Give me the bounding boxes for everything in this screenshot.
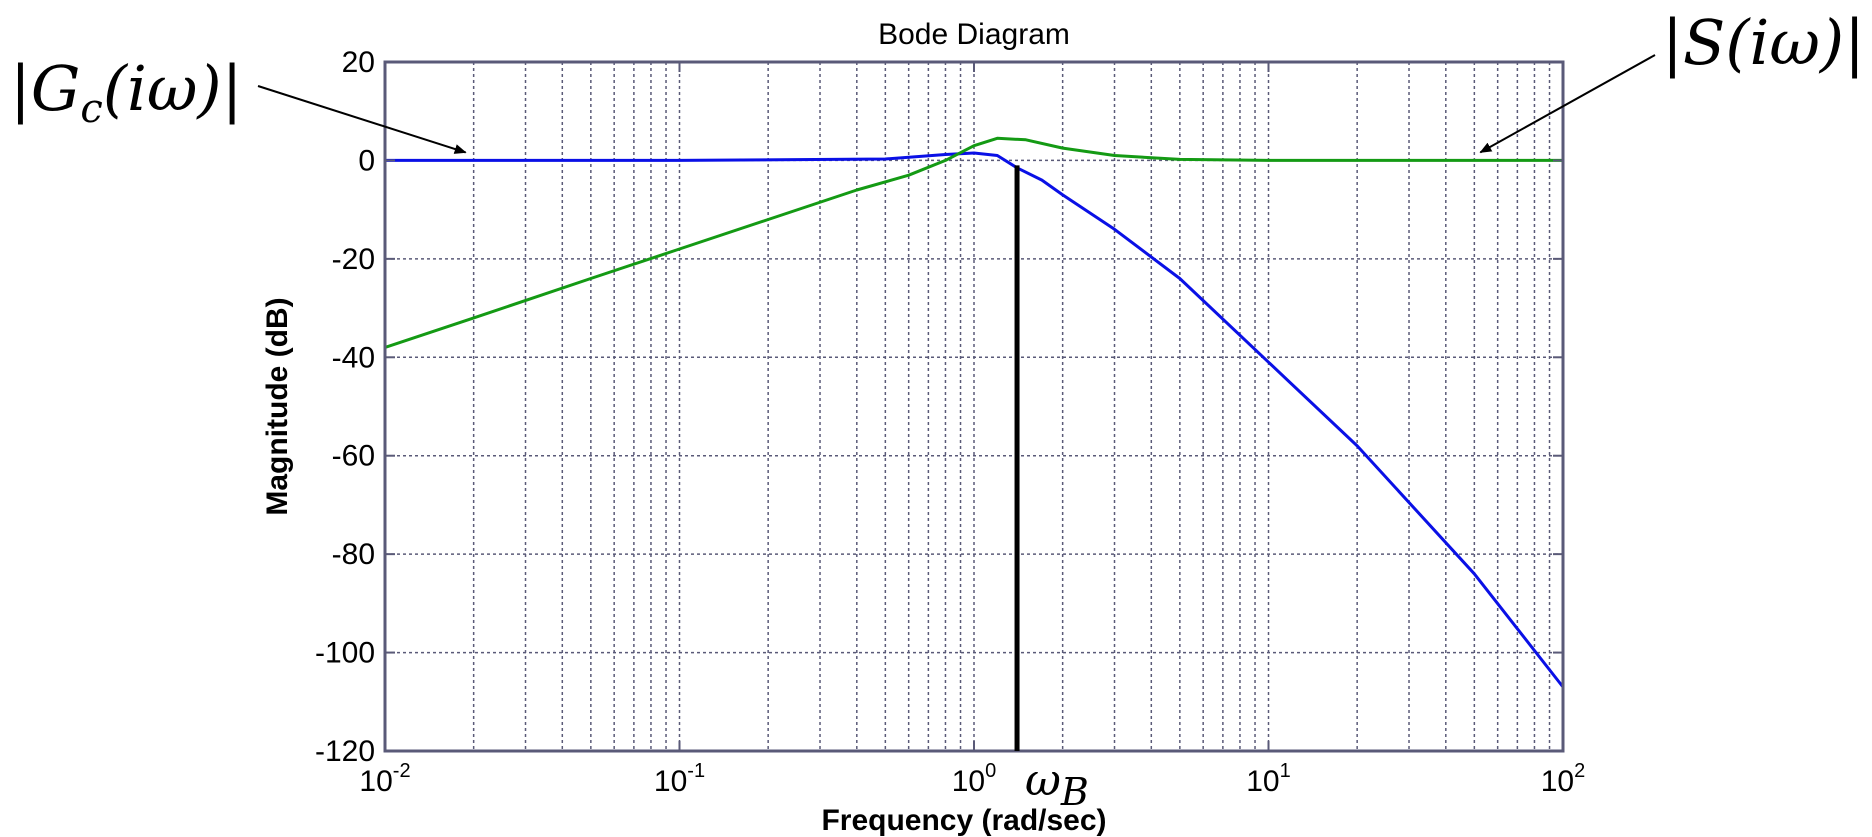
y-tick-label: -20 [332, 243, 375, 276]
gc-arrow [257, 85, 467, 154]
y-tick-label: -100 [315, 637, 375, 670]
omega-b-label: ωB [1025, 755, 1089, 814]
grid [385, 62, 1563, 751]
x-tick-label: 101 [1246, 760, 1291, 798]
y-tick-label: 0 [358, 144, 375, 177]
y-tick-label: -120 [315, 735, 375, 768]
x-tick-label: 10-2 [359, 760, 410, 798]
y-tick-label: -60 [332, 440, 375, 473]
gc-label: |Gc(iω)| [10, 52, 242, 132]
x-tick-label: 10-1 [654, 760, 705, 798]
series-line-gc [385, 151, 1563, 688]
y-tick-label: -40 [332, 341, 375, 374]
x-axis-label: Frequency (rad/sec) [821, 804, 1106, 837]
x-tick-label: 102 [1541, 760, 1586, 798]
s-label: |S(iω)| [1662, 6, 1865, 79]
series-line-s [385, 136, 1563, 349]
annotations: ωB |Gc(iω)| |S(iω)| [10, 6, 1865, 814]
y-axis-label: Magnitude (dB) [261, 297, 294, 515]
s-arrow [1479, 54, 1656, 154]
y-tick-label: -80 [332, 538, 375, 571]
chart-title: Bode Diagram [878, 18, 1070, 51]
x-tick-label: 100 [952, 760, 997, 798]
y-tick-label: 20 [342, 46, 375, 79]
series-layer [385, 136, 1563, 688]
